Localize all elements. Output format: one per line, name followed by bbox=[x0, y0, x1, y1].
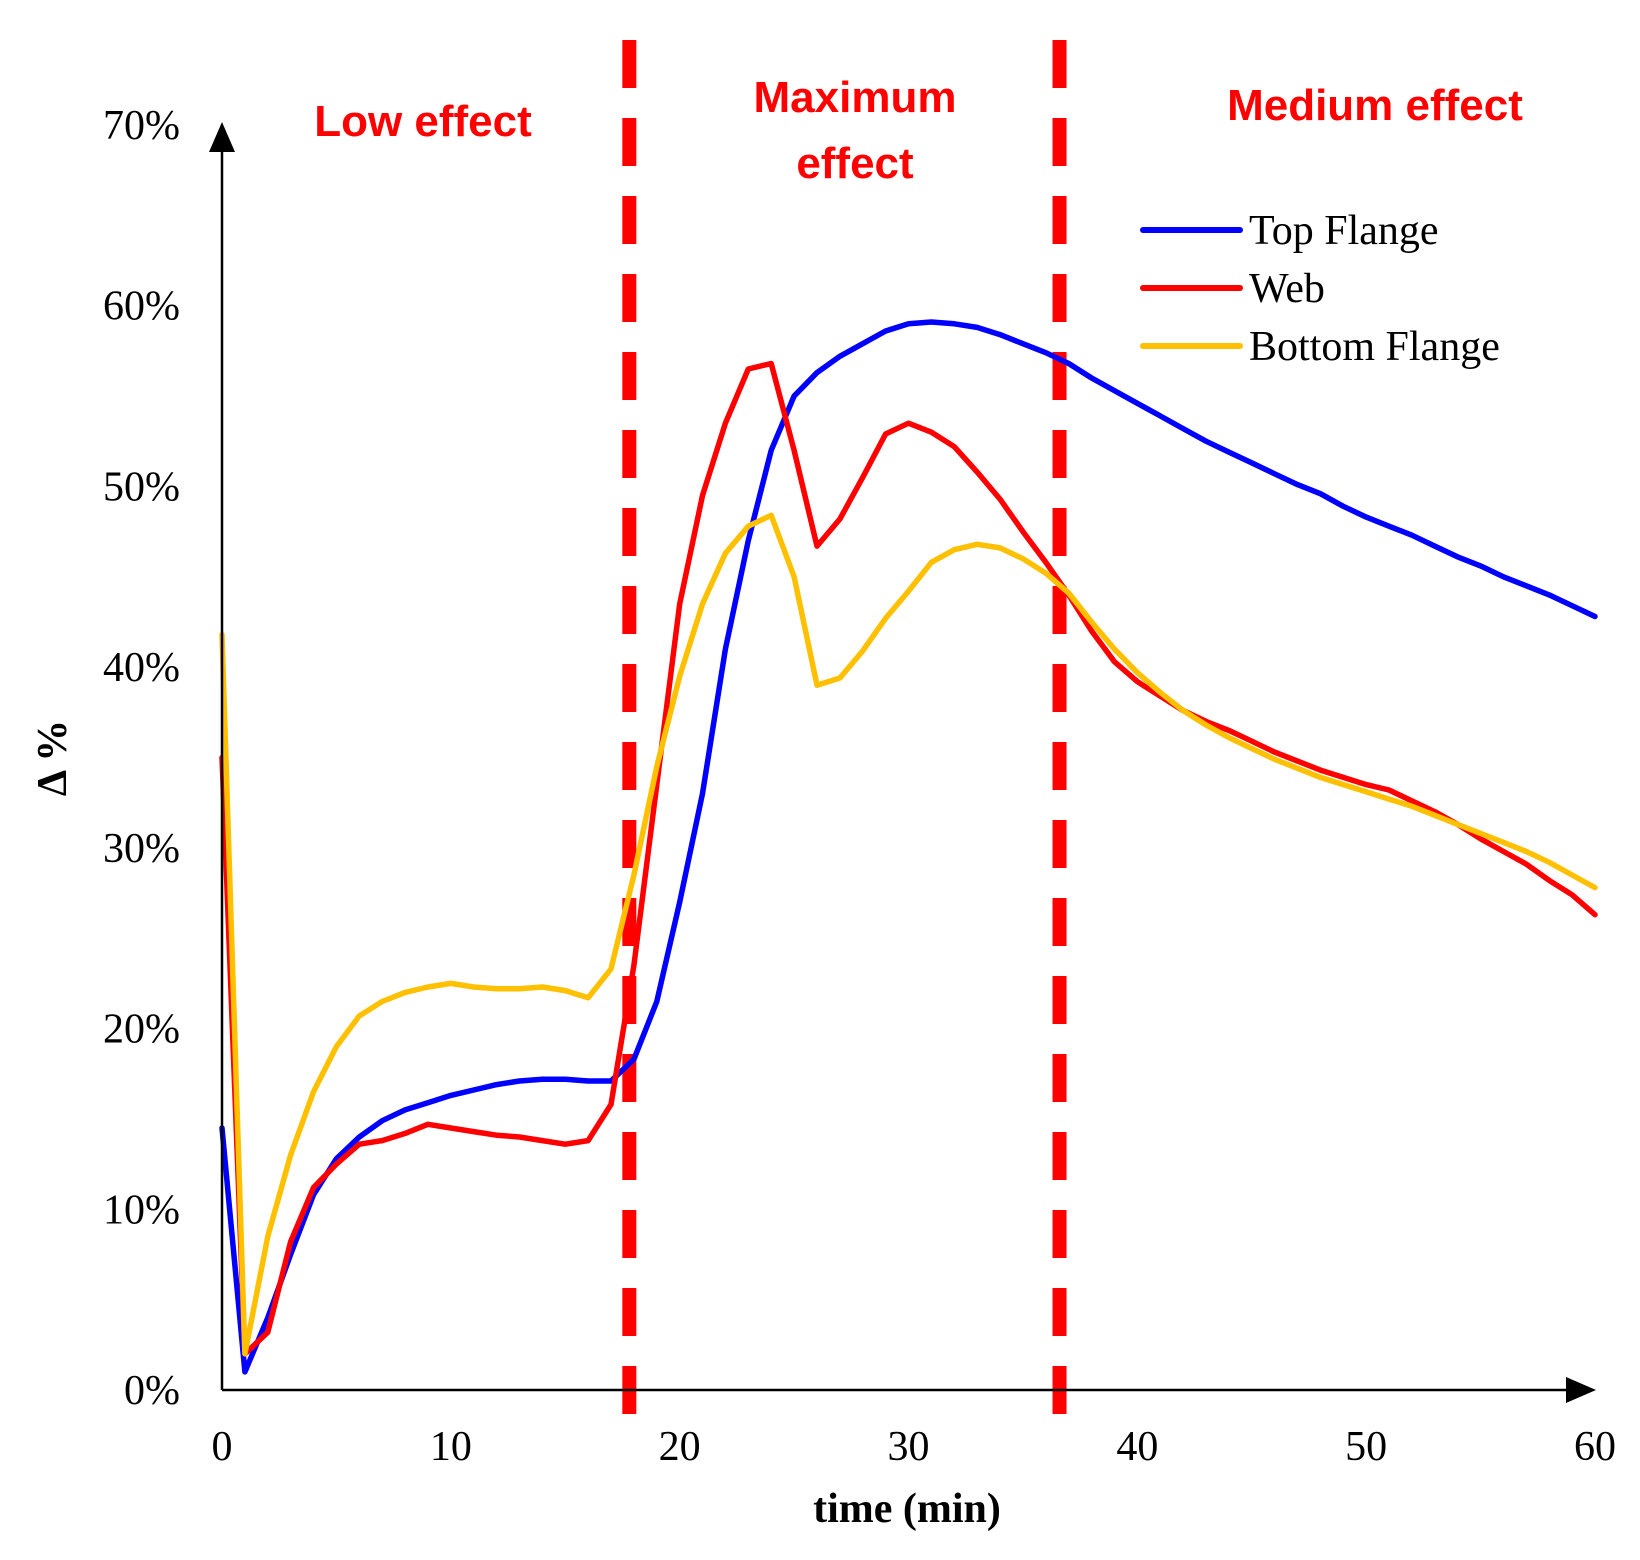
legend-label: Web bbox=[1249, 266, 1325, 312]
y-tick-label: 0% bbox=[124, 1368, 180, 1414]
y-tick-label: 10% bbox=[103, 1187, 180, 1233]
y-tick-label: 70% bbox=[103, 103, 180, 149]
legend-label: Top Flange bbox=[1249, 208, 1439, 254]
x-axis-arrow-icon bbox=[1566, 1377, 1596, 1403]
y-tick-label: 20% bbox=[103, 1007, 180, 1053]
y-tick-label: 60% bbox=[103, 284, 180, 330]
x-tick-label: 0 bbox=[212, 1424, 233, 1470]
y-tick-label: 40% bbox=[103, 645, 180, 691]
zone-label-2: Maximum bbox=[754, 73, 957, 122]
x-tick-label: 10 bbox=[430, 1424, 472, 1470]
x-tick-label: 40 bbox=[1116, 1424, 1158, 1470]
zone-label-3: Medium effect bbox=[1227, 81, 1523, 130]
zone-labels: Low effect Maximum effect Medium effect bbox=[314, 73, 1523, 188]
x-tick-label: 20 bbox=[659, 1424, 701, 1470]
zone-label-1: Low effect bbox=[314, 97, 532, 146]
series-line-bottom-flange bbox=[219, 512, 1598, 1357]
zone-boundary-lines bbox=[622, 40, 1067, 1420]
x-axis-title: time (min) bbox=[813, 1486, 1001, 1532]
y-axis-title: Δ % bbox=[30, 720, 76, 797]
tick-labels: 0 10 20 30 40 50 60 0% 10% 20% 30% 40% 50% 60% 70% bbox=[103, 103, 1616, 1470]
zone-label-2: effect bbox=[796, 139, 914, 188]
axes bbox=[209, 122, 1596, 1403]
series-line-top-flange bbox=[219, 319, 1598, 1375]
x-tick-label: 50 bbox=[1345, 1424, 1387, 1470]
series-lines bbox=[219, 319, 1598, 1375]
series-line-web bbox=[219, 360, 1598, 1357]
y-axis-arrow-icon bbox=[209, 122, 235, 152]
x-tick-label: 60 bbox=[1574, 1424, 1616, 1470]
y-tick-label: 50% bbox=[103, 464, 180, 510]
legend-label: Bottom Flange bbox=[1249, 324, 1500, 370]
x-tick-label: 30 bbox=[888, 1424, 930, 1470]
legend: Top Flange Web Bottom Flange bbox=[1140, 208, 1500, 370]
y-tick-label: 30% bbox=[103, 826, 180, 872]
